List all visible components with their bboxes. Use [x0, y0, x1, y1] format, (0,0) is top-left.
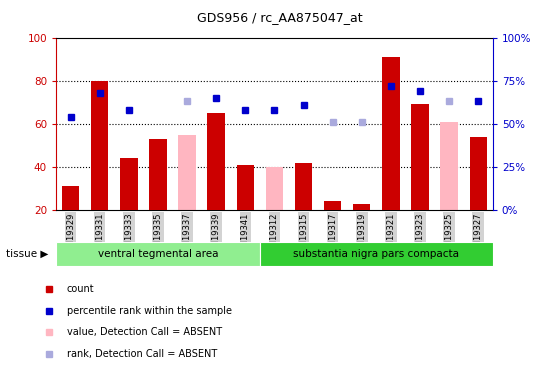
- Bar: [178, 135, 196, 210]
- Bar: [236, 165, 254, 210]
- Bar: [62, 186, 80, 210]
- Bar: [295, 163, 312, 210]
- Text: ventral tegmental area: ventral tegmental area: [97, 249, 218, 259]
- Text: GDS956 / rc_AA875047_at: GDS956 / rc_AA875047_at: [197, 11, 363, 24]
- Bar: [265, 167, 283, 210]
- Bar: [207, 113, 225, 210]
- Bar: [56, 242, 260, 266]
- Text: count: count: [67, 284, 95, 294]
- Bar: [91, 81, 109, 210]
- Text: value, Detection Call = ABSENT: value, Detection Call = ABSENT: [67, 327, 222, 337]
- Bar: [440, 122, 458, 210]
- Bar: [120, 158, 138, 210]
- Bar: [324, 201, 342, 210]
- Text: rank, Detection Call = ABSENT: rank, Detection Call = ABSENT: [67, 348, 217, 358]
- Bar: [469, 137, 487, 210]
- Bar: [411, 104, 429, 210]
- Bar: [149, 139, 167, 210]
- Text: substantia nigra pars compacta: substantia nigra pars compacta: [293, 249, 459, 259]
- Bar: [353, 204, 371, 210]
- Text: percentile rank within the sample: percentile rank within the sample: [67, 306, 232, 316]
- Bar: [382, 57, 400, 210]
- Bar: [260, 242, 493, 266]
- Text: tissue ▶: tissue ▶: [6, 249, 48, 259]
